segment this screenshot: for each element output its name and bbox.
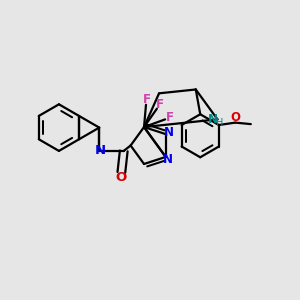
Text: N: N	[208, 113, 218, 126]
Text: N: N	[164, 126, 174, 139]
Text: N: N	[163, 153, 172, 166]
Text: H: H	[216, 118, 224, 128]
Text: N: N	[95, 144, 106, 158]
Text: F: F	[156, 98, 164, 111]
Text: O: O	[116, 171, 127, 184]
Text: F: F	[166, 111, 174, 124]
Text: F: F	[142, 93, 151, 106]
Text: O: O	[230, 111, 240, 124]
